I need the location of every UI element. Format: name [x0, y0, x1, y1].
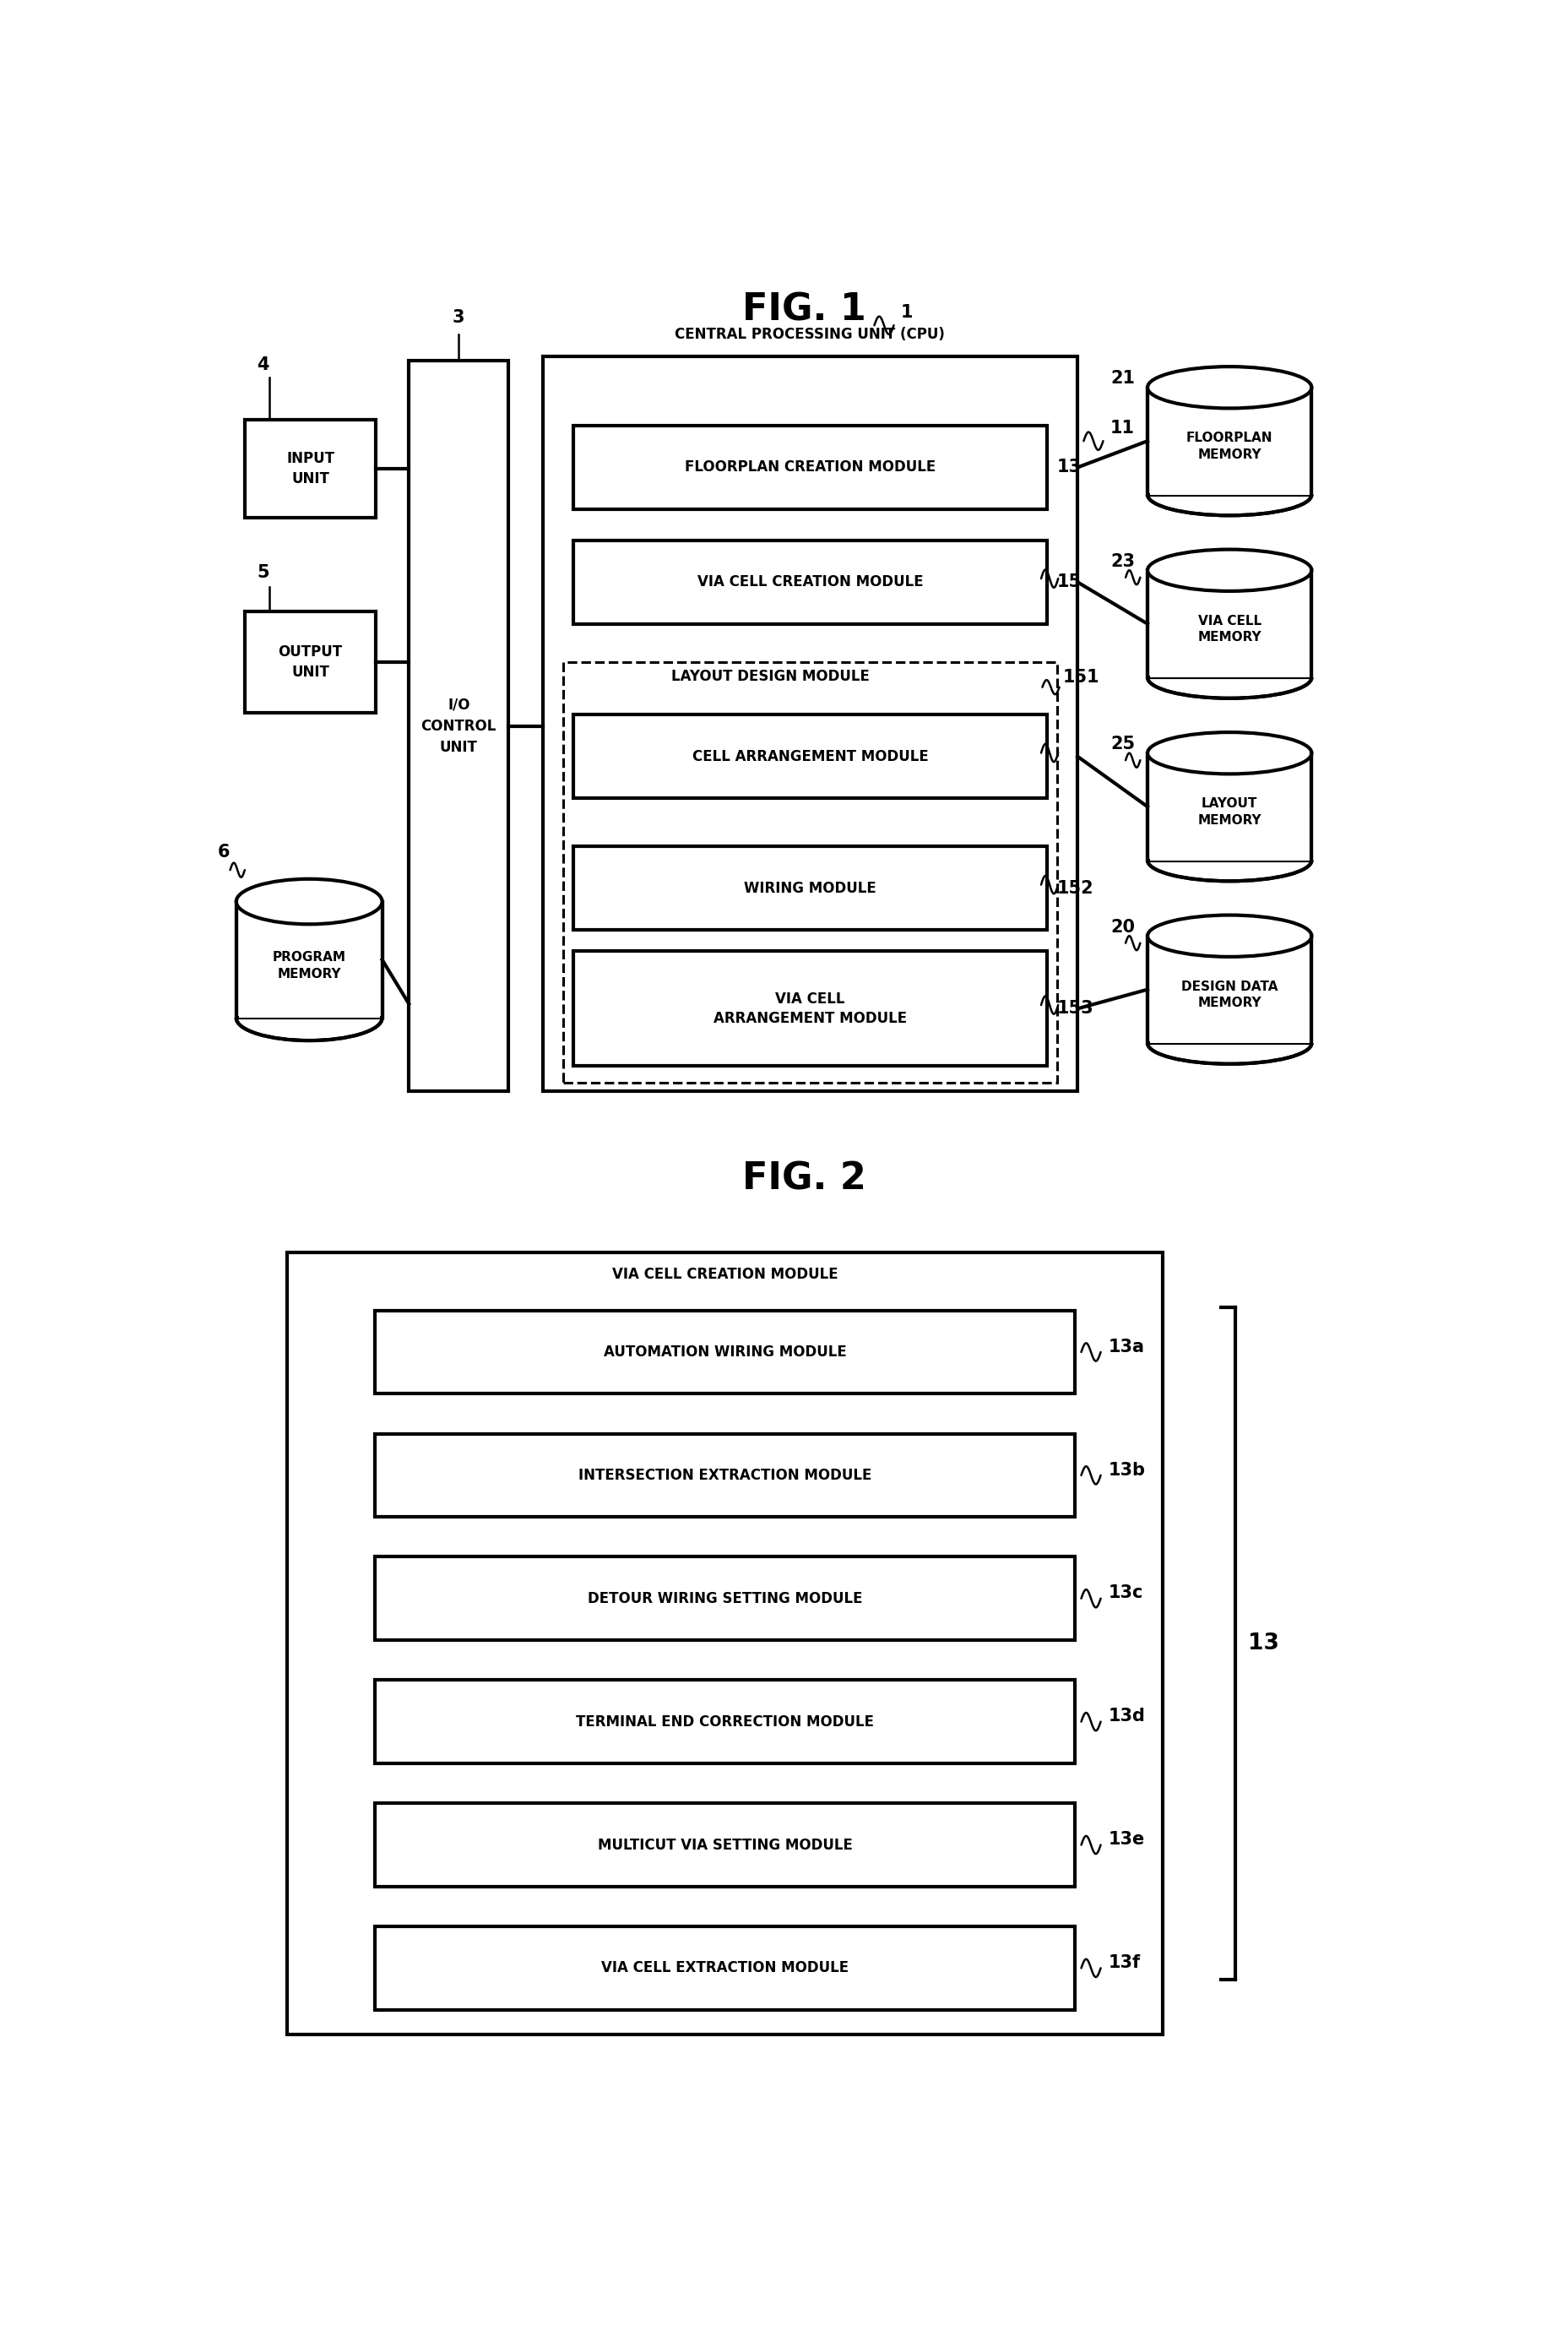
Text: 6: 6: [218, 844, 230, 860]
Bar: [237, 902, 383, 1018]
Text: I/O
CONTROL
UNIT: I/O CONTROL UNIT: [420, 698, 495, 756]
Text: 11: 11: [1110, 421, 1134, 437]
Text: 4: 4: [257, 356, 270, 372]
Text: INTERSECTION EXTRACTION MODULE: INTERSECTION EXTRACTION MODULE: [579, 1467, 872, 1483]
Bar: [1149, 442, 1309, 495]
Text: 13c: 13c: [1107, 1586, 1143, 1602]
Bar: [1146, 937, 1311, 1044]
Text: VIA CELL
ARRANGEMENT MODULE: VIA CELL ARRANGEMENT MODULE: [713, 990, 906, 1025]
Text: VIA CELL
MEMORY: VIA CELL MEMORY: [1196, 614, 1261, 644]
Text: DESIGN DATA
MEMORY: DESIGN DATA MEMORY: [1181, 981, 1278, 1009]
Text: CENTRAL PROCESSING UNIT (CPU): CENTRAL PROCESSING UNIT (CPU): [674, 328, 944, 342]
Text: FIG. 2: FIG. 2: [742, 1160, 866, 1197]
FancyBboxPatch shape: [375, 1435, 1074, 1516]
Text: FIG. 1: FIG. 1: [742, 291, 866, 328]
Text: LAYOUT
MEMORY: LAYOUT MEMORY: [1196, 797, 1261, 828]
Bar: [1149, 807, 1309, 860]
FancyBboxPatch shape: [245, 611, 376, 714]
Bar: [1146, 570, 1311, 677]
FancyBboxPatch shape: [572, 539, 1046, 623]
Text: 153: 153: [1057, 1000, 1093, 1016]
Text: LAYOUT DESIGN MODULE: LAYOUT DESIGN MODULE: [671, 670, 869, 684]
Text: OUTPUT
UNIT: OUTPUT UNIT: [278, 644, 342, 679]
FancyBboxPatch shape: [572, 846, 1046, 930]
Text: 21: 21: [1110, 370, 1135, 386]
Text: 152: 152: [1057, 879, 1093, 897]
Text: VIA CELL EXTRACTION MODULE: VIA CELL EXTRACTION MODULE: [601, 1960, 848, 1976]
Text: CELL ARRANGEMENT MODULE: CELL ARRANGEMENT MODULE: [691, 749, 928, 765]
Bar: [1149, 990, 1309, 1044]
FancyBboxPatch shape: [245, 421, 376, 518]
Text: VIA CELL CREATION MODULE: VIA CELL CREATION MODULE: [612, 1267, 837, 1281]
Bar: [238, 960, 379, 1018]
Text: INPUT
UNIT: INPUT UNIT: [287, 451, 334, 486]
Text: 13b: 13b: [1107, 1462, 1145, 1479]
Text: VIA CELL CREATION MODULE: VIA CELL CREATION MODULE: [696, 574, 922, 591]
FancyBboxPatch shape: [572, 951, 1046, 1067]
Text: 13: 13: [1057, 458, 1080, 477]
Text: FLOORPLAN CREATION MODULE: FLOORPLAN CREATION MODULE: [684, 460, 935, 474]
FancyBboxPatch shape: [572, 425, 1046, 509]
Text: 13: 13: [1247, 1632, 1278, 1655]
Text: 13e: 13e: [1107, 1832, 1145, 1848]
Text: 151: 151: [1063, 670, 1099, 686]
Ellipse shape: [1146, 367, 1311, 409]
Ellipse shape: [1146, 732, 1311, 774]
Ellipse shape: [237, 879, 383, 925]
Text: 15: 15: [1057, 574, 1080, 591]
FancyBboxPatch shape: [543, 356, 1077, 1090]
Text: 5: 5: [257, 565, 270, 581]
Text: 13a: 13a: [1107, 1339, 1143, 1355]
Text: 3: 3: [452, 309, 464, 326]
Text: DETOUR WIRING SETTING MODULE: DETOUR WIRING SETTING MODULE: [588, 1590, 862, 1607]
FancyBboxPatch shape: [375, 1804, 1074, 1886]
Text: TERMINAL END CORRECTION MODULE: TERMINAL END CORRECTION MODULE: [575, 1714, 873, 1730]
Text: 25: 25: [1110, 735, 1135, 753]
Text: 13f: 13f: [1107, 1955, 1140, 1972]
Bar: [1146, 753, 1311, 860]
Text: 1: 1: [900, 305, 913, 321]
Text: FLOORPLAN
MEMORY: FLOORPLAN MEMORY: [1185, 432, 1272, 460]
Ellipse shape: [1146, 549, 1311, 591]
Bar: [1146, 388, 1311, 495]
Text: PROGRAM
MEMORY: PROGRAM MEMORY: [273, 951, 345, 981]
Ellipse shape: [1146, 916, 1311, 958]
Text: AUTOMATION WIRING MODULE: AUTOMATION WIRING MODULE: [604, 1344, 847, 1360]
Text: WIRING MODULE: WIRING MODULE: [743, 881, 877, 895]
FancyBboxPatch shape: [375, 1927, 1074, 2009]
FancyBboxPatch shape: [375, 1558, 1074, 1639]
Text: 13d: 13d: [1107, 1709, 1145, 1725]
Text: 20: 20: [1110, 918, 1135, 935]
Bar: [1149, 623, 1309, 677]
FancyBboxPatch shape: [572, 714, 1046, 797]
FancyBboxPatch shape: [287, 1253, 1162, 2034]
FancyBboxPatch shape: [409, 360, 508, 1090]
FancyBboxPatch shape: [375, 1311, 1074, 1393]
Text: 23: 23: [1110, 553, 1135, 570]
FancyBboxPatch shape: [375, 1681, 1074, 1762]
Text: MULTICUT VIA SETTING MODULE: MULTICUT VIA SETTING MODULE: [597, 1837, 851, 1853]
